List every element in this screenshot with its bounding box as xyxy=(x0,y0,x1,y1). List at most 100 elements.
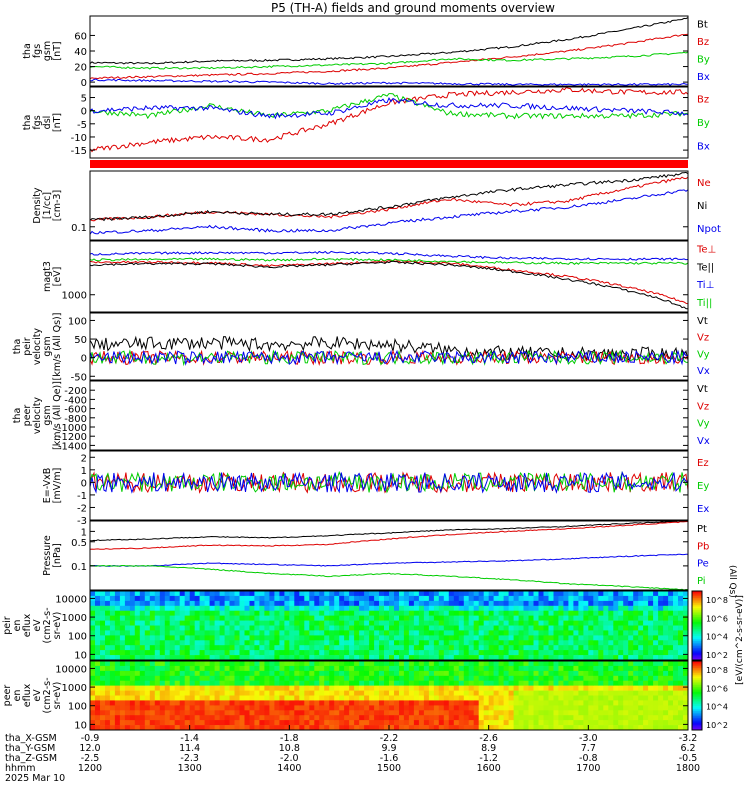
spectrogram-cell xyxy=(169,635,176,641)
spectrogram-cell xyxy=(453,700,460,706)
spectrogram-cell xyxy=(90,720,96,726)
spectrogram-cell xyxy=(164,640,171,646)
spectrogram-cell xyxy=(219,725,225,731)
spectrogram-cell xyxy=(124,710,131,716)
spectrogram-cell xyxy=(543,690,549,696)
spectrogram-cell xyxy=(503,680,509,686)
spectrogram-cell xyxy=(518,695,524,701)
spectrogram-cell xyxy=(618,700,624,706)
spectrogram-cell xyxy=(159,630,166,636)
spectrogram-cell xyxy=(399,720,405,726)
spectrogram-cell xyxy=(224,720,230,726)
xaxis-value: -1.6 xyxy=(380,753,399,764)
spectrogram-cell xyxy=(189,625,196,631)
spectrogram-cell xyxy=(678,650,684,656)
spectrogram-cell xyxy=(124,600,131,607)
spectrogram-cell xyxy=(418,705,425,711)
spectrogram-cell xyxy=(413,625,420,631)
spectrogram-cell xyxy=(473,685,480,691)
spectrogram-cell xyxy=(538,695,544,701)
spectrogram-cell xyxy=(244,620,250,626)
spectrogram-cell xyxy=(164,720,171,726)
spectrogram-cell xyxy=(109,635,116,641)
spectrogram-cell xyxy=(164,700,171,706)
spectrogram-cell xyxy=(438,600,445,607)
xaxis-value: 1800 xyxy=(676,763,700,774)
spectrogram-cell xyxy=(583,645,589,651)
spectrogram-cell xyxy=(473,715,480,721)
spectrogram-cell xyxy=(129,680,136,686)
spectrogram-cell xyxy=(648,661,654,667)
spectrogram-cell xyxy=(189,725,196,731)
spectrogram-cell xyxy=(139,720,146,726)
legend-entry: Pi xyxy=(697,576,706,587)
spectrogram-cell xyxy=(394,625,400,631)
spectrogram-cell xyxy=(543,665,549,672)
spectrogram-cell xyxy=(249,675,255,682)
legend-entry: Vx xyxy=(697,366,710,377)
series-line-density-Npot xyxy=(89,189,689,235)
spectrogram-cell xyxy=(428,630,435,636)
spectrogram-cell xyxy=(204,715,210,721)
legend-entry: Pt xyxy=(697,524,707,535)
spectrogram-cell xyxy=(663,620,669,626)
spectrogram-cell xyxy=(598,635,604,641)
spectrogram-cell xyxy=(543,600,549,607)
spectrogram-cell xyxy=(149,645,156,651)
y-tick-label: 0 xyxy=(81,78,87,89)
y-axis-label: magt3 xyxy=(42,261,53,292)
spectrogram-cell xyxy=(319,605,325,612)
spectrogram-cell xyxy=(224,635,230,641)
spectrogram-cell xyxy=(159,610,166,616)
xaxis-row-label: tha_Z-GSM xyxy=(5,753,57,764)
spectrogram-cell xyxy=(100,605,106,612)
spectrogram-cell xyxy=(578,700,584,706)
spectrogram-cell xyxy=(100,665,106,672)
spectrogram-cell xyxy=(299,605,305,612)
spectrogram-cell xyxy=(239,715,245,721)
spectrogram-cell xyxy=(483,665,490,672)
panel-density xyxy=(89,170,689,241)
spectrogram-cell xyxy=(498,690,504,696)
spectrogram-cell xyxy=(234,680,240,686)
spectrogram-cell xyxy=(488,720,495,726)
spectrogram-cell xyxy=(643,591,649,597)
spectrogram-cell xyxy=(314,625,320,631)
spectrogram-cell xyxy=(548,655,554,661)
colorbar-cell xyxy=(692,646,702,649)
spectrogram-cell xyxy=(513,675,519,682)
spectrogram-cell xyxy=(349,695,355,701)
spectrogram-cell xyxy=(369,610,375,616)
spectrogram-cell xyxy=(159,725,166,731)
spectrogram-cell xyxy=(169,630,176,636)
spectrogram-cell xyxy=(573,650,579,656)
spectrogram-cell xyxy=(184,675,191,682)
spectrogram-cell xyxy=(314,635,320,641)
spectrogram-cell xyxy=(638,690,644,696)
spectrogram-cell xyxy=(149,700,156,706)
spectrogram-cell xyxy=(633,645,639,651)
spectrogram-cell xyxy=(608,650,614,656)
colorbar-cell xyxy=(692,709,702,712)
spectrogram-cell xyxy=(379,661,385,667)
spectrogram-cell xyxy=(413,665,420,672)
spectrogram-cell xyxy=(114,635,121,641)
spectrogram-cell xyxy=(488,620,495,626)
y-axis-label: Pressure xyxy=(42,535,53,576)
spectrogram-cell xyxy=(214,655,220,661)
spectrogram-cell xyxy=(249,645,255,651)
spectrogram-cell xyxy=(413,600,420,607)
spectrogram-cell xyxy=(129,625,136,631)
spectrogram-cell xyxy=(184,725,191,731)
spectrogram-cell xyxy=(598,715,604,721)
y-axis-label: gsm xyxy=(42,405,53,425)
spectrogram-cell xyxy=(628,625,634,631)
spectrogram-cell xyxy=(663,661,669,667)
colorbar-cell xyxy=(692,674,702,677)
spectrogram-cell xyxy=(369,680,375,686)
spectrogram-cell xyxy=(528,655,534,661)
spectrogram-cell xyxy=(199,650,205,656)
spectrogram-cell xyxy=(513,630,519,636)
spectrogram-cell xyxy=(528,675,534,682)
spectrogram-cell xyxy=(334,661,340,667)
